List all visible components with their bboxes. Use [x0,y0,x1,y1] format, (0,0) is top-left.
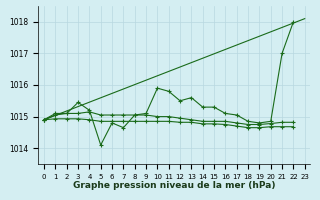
X-axis label: Graphe pression niveau de la mer (hPa): Graphe pression niveau de la mer (hPa) [73,181,276,190]
